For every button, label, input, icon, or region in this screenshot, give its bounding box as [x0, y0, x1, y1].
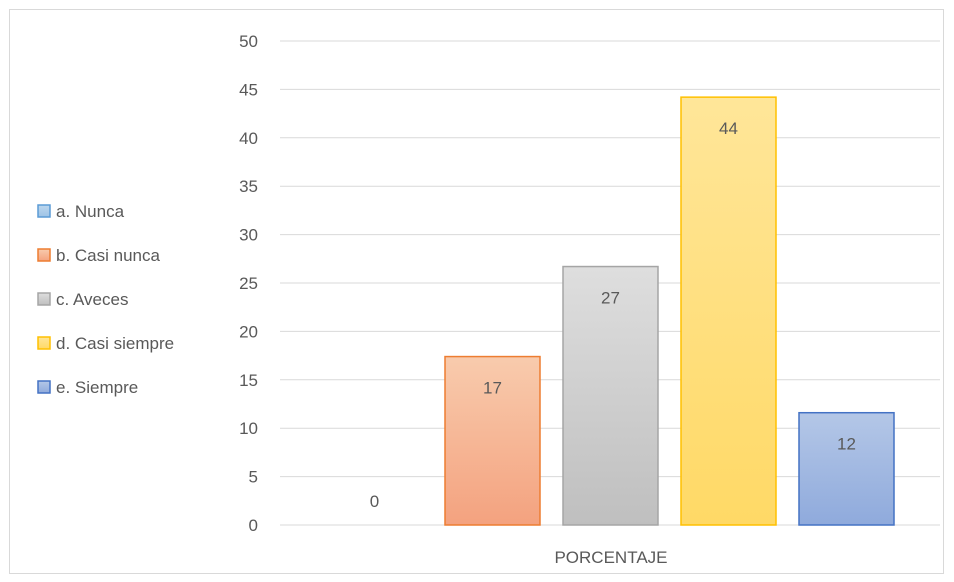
legend-label: c. Aveces	[56, 290, 128, 309]
data-labels: 0 17 27 44 12	[370, 119, 856, 511]
y-tick-label: 20	[239, 322, 258, 341]
data-label: 0	[370, 492, 379, 511]
y-tick-label: 40	[239, 129, 258, 148]
legend-item: a. Nunca	[37, 202, 125, 221]
y-tick-label: 50	[239, 32, 258, 51]
legend-swatch	[37, 336, 51, 350]
legend-item: e. Siempre	[37, 378, 138, 397]
legend-swatch	[37, 248, 51, 262]
category-label: PORCENTAJE	[554, 548, 667, 567]
legend-label: d. Casi siempre	[56, 334, 174, 353]
legend-label: b. Casi nunca	[56, 246, 160, 265]
y-tick-label: 25	[239, 274, 258, 293]
legend-item: d. Casi siempre	[37, 334, 174, 353]
bar-b-casi-nunca	[444, 355, 541, 526]
legend-label: e. Siempre	[56, 378, 138, 397]
data-label: 44	[719, 119, 738, 138]
y-tick-label: 15	[239, 371, 258, 390]
y-tick-label: 45	[239, 80, 258, 99]
legend-item: c. Aveces	[37, 290, 128, 309]
y-tick-label: 0	[249, 516, 258, 535]
data-label: 27	[601, 289, 620, 308]
legend-label: a. Nunca	[56, 202, 125, 221]
legend-swatch	[37, 380, 51, 394]
data-label: 17	[483, 379, 502, 398]
legend-item: b. Casi nunca	[37, 246, 160, 265]
legend: a. Nunca b. Casi nunca c. Aveces d. Casi si…	[37, 202, 174, 397]
legend-swatch	[37, 292, 51, 306]
legend-swatch	[37, 204, 51, 218]
y-axis-ticks: 0 5 10 15 20 25 30 35 40 45 50	[239, 32, 258, 535]
bar-d-casi-siempre	[680, 96, 777, 526]
bar-e-siempre	[798, 411, 895, 526]
y-tick-label: 30	[239, 226, 258, 245]
y-tick-label: 35	[239, 177, 258, 196]
data-label: 12	[837, 435, 856, 454]
y-tick-label: 10	[239, 419, 258, 438]
bar-c-aveces	[562, 265, 659, 526]
y-tick-label: 5	[249, 468, 258, 487]
bars	[444, 96, 895, 526]
